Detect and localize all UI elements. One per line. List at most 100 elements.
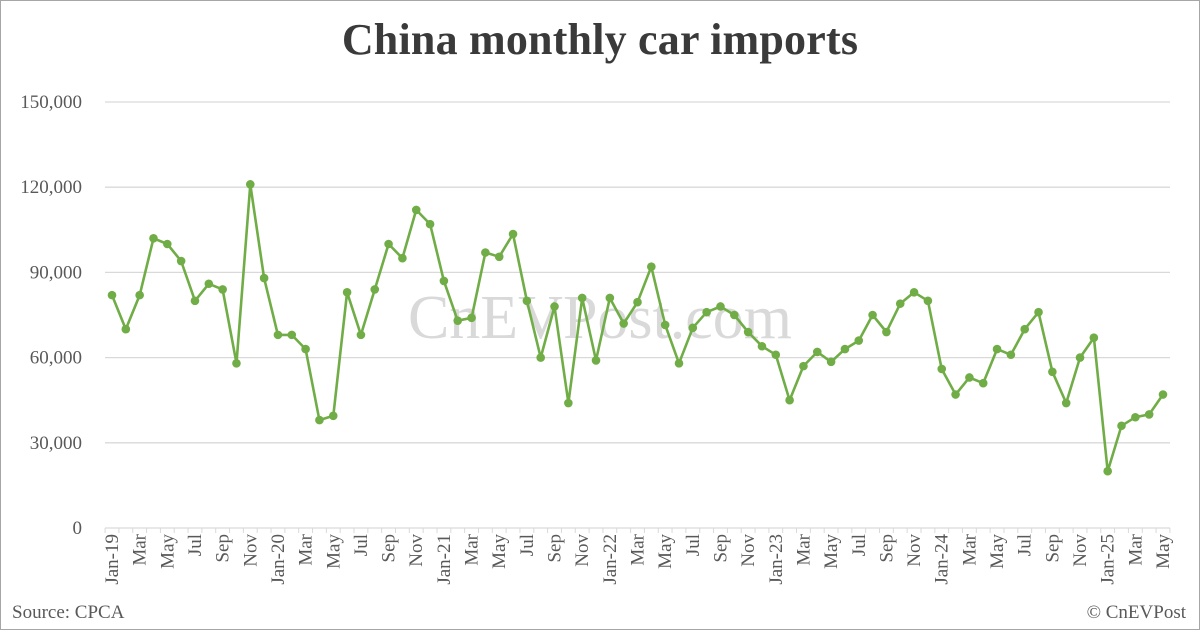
data-point xyxy=(176,256,186,266)
data-point xyxy=(301,344,310,354)
data-point xyxy=(577,293,587,303)
data-point xyxy=(1103,466,1112,476)
data-point xyxy=(315,415,324,425)
data-point xyxy=(992,344,1002,354)
x-tick-label: Mar xyxy=(1125,533,1146,565)
data-point xyxy=(287,330,297,340)
data-point xyxy=(218,285,227,294)
data-point xyxy=(923,296,933,306)
gridlines xyxy=(105,101,1170,529)
data-point xyxy=(633,297,642,307)
data-point xyxy=(799,361,808,371)
x-tick-label: Mar xyxy=(628,533,649,565)
x-tick-label: Nov xyxy=(1070,534,1091,567)
data-point xyxy=(826,357,836,367)
x-tick-label: Sep xyxy=(876,534,897,563)
x-tick-label: May xyxy=(323,534,344,569)
y-tick-label: 60,000 xyxy=(30,348,82,369)
data-point xyxy=(1075,353,1085,362)
x-tick-label: May xyxy=(157,534,178,569)
y-tick-label: 120,000 xyxy=(20,177,82,198)
x-tick-label: Sep xyxy=(213,534,234,563)
data-point xyxy=(882,327,891,337)
data-point xyxy=(688,323,698,333)
data-point xyxy=(439,276,449,286)
x-tick-label: Sep xyxy=(1042,534,1063,563)
data-point xyxy=(481,248,490,257)
y-axis: 0 30,000 60,000 90,000 120,000 150,000 xyxy=(20,92,82,539)
data-point xyxy=(190,296,200,306)
y-tick-label: 150,000 xyxy=(20,92,82,113)
data-point xyxy=(536,353,545,362)
y-tick-label: 90,000 xyxy=(30,262,82,283)
x-tick-label: May xyxy=(987,534,1008,569)
data-point xyxy=(425,219,435,229)
data-point xyxy=(743,327,753,337)
data-point xyxy=(453,316,463,325)
data-point xyxy=(370,285,380,294)
data-point xyxy=(356,330,366,340)
data-point xyxy=(259,273,269,283)
data-point xyxy=(771,350,781,360)
data-point xyxy=(1158,390,1168,399)
x-tick-label: Sep xyxy=(545,534,566,563)
data-point xyxy=(868,310,877,320)
data-series xyxy=(107,180,1168,476)
x-tick-label: May xyxy=(1153,534,1174,569)
x-tick-label: Mar xyxy=(296,533,317,565)
data-point xyxy=(840,344,850,354)
data-point xyxy=(937,364,947,374)
data-point xyxy=(660,320,670,330)
data-point xyxy=(757,341,767,351)
data-point xyxy=(909,287,919,297)
data-point xyxy=(1006,350,1016,360)
data-point xyxy=(716,302,725,311)
data-point xyxy=(232,358,241,368)
data-point xyxy=(508,229,518,239)
x-tick-label: Nov xyxy=(240,534,261,567)
x-tick-label: Mar xyxy=(130,533,151,565)
data-point xyxy=(135,290,144,300)
data-point xyxy=(619,319,628,328)
x-tick-label: Nov xyxy=(738,534,759,567)
x-tick-label: Jan-23 xyxy=(766,534,787,585)
data-point xyxy=(1034,307,1043,317)
data-point xyxy=(1117,421,1126,431)
data-point xyxy=(730,310,739,320)
x-tick-label: Jul xyxy=(517,534,538,556)
data-point xyxy=(494,252,504,262)
x-tick-label: Jan-19 xyxy=(102,534,123,585)
data-point xyxy=(1061,398,1071,408)
data-point xyxy=(965,373,974,382)
data-point xyxy=(1089,333,1099,343)
data-point xyxy=(702,307,711,317)
data-point xyxy=(951,390,960,399)
data-point xyxy=(328,411,338,421)
data-point xyxy=(163,239,172,249)
source-label: Source: CPCA xyxy=(12,602,125,623)
x-tick-label: Sep xyxy=(379,534,400,563)
data-point xyxy=(564,398,573,408)
data-point xyxy=(591,356,601,365)
data-point xyxy=(121,324,131,334)
data-point xyxy=(854,336,864,345)
x-tick-label: Nov xyxy=(572,534,593,567)
data-point xyxy=(550,302,559,311)
x-tick-label: Mar xyxy=(793,533,814,565)
data-point xyxy=(273,330,283,340)
x-tick-label: Jul xyxy=(849,534,870,556)
data-point xyxy=(149,234,158,243)
x-tick-label: Mar xyxy=(959,533,980,565)
x-tick-label: May xyxy=(655,534,676,569)
data-point xyxy=(342,287,352,297)
x-tick-label: Jan-20 xyxy=(268,534,289,585)
data-point xyxy=(204,279,214,289)
data-point xyxy=(107,290,117,300)
x-tick-label: Jan-25 xyxy=(1098,534,1119,585)
data-point xyxy=(384,239,393,249)
data-point xyxy=(1048,367,1057,377)
x-tick-label: Nov xyxy=(904,534,925,567)
data-point xyxy=(1144,410,1154,419)
x-tick-label: Jan-21 xyxy=(434,534,455,585)
x-tick-label: Nov xyxy=(406,534,427,567)
